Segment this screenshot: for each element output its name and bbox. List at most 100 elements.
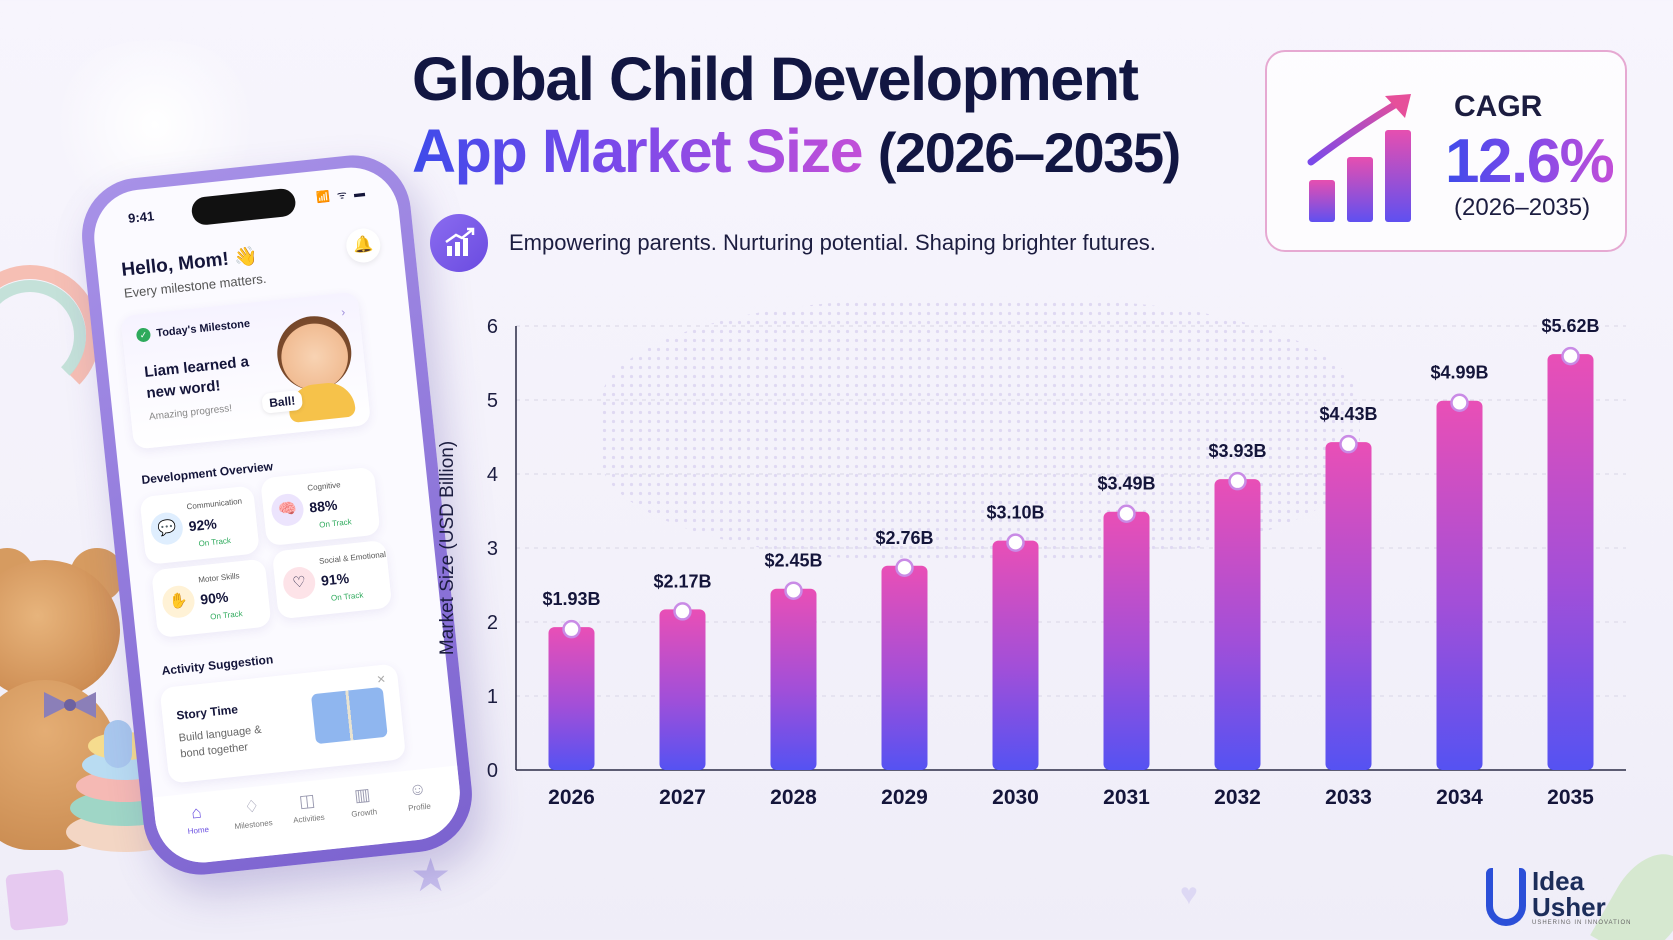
cagr-label: CAGR bbox=[1454, 90, 1543, 123]
tab-label: Growth bbox=[350, 807, 378, 819]
bar bbox=[770, 588, 817, 770]
bar-marker bbox=[562, 619, 581, 639]
x-tick-label: 2035 bbox=[1547, 786, 1594, 809]
tab-growth[interactable]: ▥ Growth bbox=[335, 783, 393, 848]
x-tick-label: 2031 bbox=[1103, 786, 1150, 809]
x-tick-label: 2032 bbox=[1214, 786, 1261, 809]
chevron-right-icon[interactable]: › bbox=[340, 304, 346, 320]
x-tick-label: 2034 bbox=[1436, 786, 1483, 809]
trend-up-icon bbox=[1307, 94, 1411, 222]
activity-title: Activity Suggestion bbox=[160, 652, 274, 678]
bar-marker bbox=[1117, 504, 1136, 523]
milestone-icon: ♢ bbox=[243, 796, 261, 817]
activity-name: Story Time bbox=[175, 702, 239, 723]
teddy-bear bbox=[0, 560, 120, 700]
check-icon: ✓ bbox=[135, 327, 152, 343]
y-tick-label: 3 bbox=[487, 538, 498, 560]
bar-marker bbox=[895, 558, 914, 578]
bar-marker bbox=[673, 602, 692, 621]
data-label: $3.49B bbox=[1097, 474, 1155, 494]
y-tick-label: 4 bbox=[487, 464, 498, 486]
development-category: Communication bbox=[186, 496, 243, 512]
bar bbox=[1436, 400, 1483, 770]
phone-screen: 9:41 📶 ᯤ ▬ Hello, Mom! 👋 Every milestone… bbox=[89, 162, 465, 868]
development-percent: 92% bbox=[187, 515, 218, 535]
tab-milestones[interactable]: ♢ Milestones bbox=[225, 795, 283, 860]
heart-decoration: ♥ bbox=[1180, 878, 1198, 911]
y-tick-label: 6 bbox=[487, 316, 498, 338]
development-category: Social & Emotional bbox=[318, 549, 387, 566]
y-tick-label: 1 bbox=[487, 686, 498, 708]
child-illustration bbox=[273, 312, 355, 394]
toy-cube bbox=[5, 869, 69, 931]
milestone-card[interactable]: ✓ Today's Milestone › Liam learned a new… bbox=[120, 291, 372, 450]
cagr-value: 12.6% bbox=[1445, 127, 1615, 196]
activity-card[interactable]: ✕ Story Time Build language & bond toget… bbox=[159, 663, 407, 784]
bow-tie-icon bbox=[44, 692, 96, 718]
star-decoration: ★ bbox=[410, 849, 452, 901]
tab-activities[interactable]: ◫ Activities bbox=[280, 789, 338, 854]
growth-icon: ▥ bbox=[353, 784, 372, 806]
development-status: On Track bbox=[318, 517, 353, 530]
book-icon bbox=[310, 686, 388, 745]
development-percent: 90% bbox=[199, 588, 230, 608]
tagline: Empowering parents. Nurturing potential.… bbox=[509, 230, 1156, 255]
logo-name-bottom: Usher bbox=[1532, 892, 1606, 922]
development-card[interactable]: ✋ Motor Skills 90% On Track bbox=[151, 558, 272, 639]
data-label: $2.17B bbox=[653, 571, 711, 591]
milestone-text: Liam learned a new word! bbox=[143, 353, 250, 402]
bar bbox=[1214, 479, 1261, 770]
bar-marker bbox=[1006, 533, 1025, 552]
data-label: $4.99B bbox=[1430, 363, 1488, 383]
title-years: (2026–2035) bbox=[877, 121, 1182, 184]
x-tick-label: 2033 bbox=[1325, 786, 1372, 809]
tab-label: Milestones bbox=[234, 818, 274, 832]
cagr-card: CAGR 12.6% (2026–2035) bbox=[1265, 50, 1627, 252]
tab-home[interactable]: ⌂ Home bbox=[170, 800, 228, 865]
bar-marker bbox=[1450, 393, 1469, 412]
development-status: On Track bbox=[209, 609, 244, 622]
hand-icon: ✋ bbox=[160, 584, 197, 620]
development-card[interactable]: 🧠 Cognitive 88% On Track bbox=[260, 466, 381, 547]
market-size-bar-chart: 0 1 2 3 4 5 6 $1.93B 2026 $2.17B 2027 $2.45B 2028 $2.… bbox=[437, 316, 1626, 809]
bar-marker bbox=[1561, 346, 1580, 366]
title-highlight: App Market Size bbox=[412, 117, 864, 185]
tab-label: Activities bbox=[292, 812, 326, 825]
development-category: Cognitive bbox=[306, 480, 342, 493]
bell-icon[interactable]: 🔔 bbox=[344, 226, 382, 265]
bar-marker bbox=[784, 581, 803, 600]
development-card[interactable]: 💬 Communication 92% On Track bbox=[139, 485, 260, 565]
bar bbox=[548, 627, 595, 770]
brand-logo: Idea Usher USHERING IN INNOVATION bbox=[1486, 868, 1631, 926]
tab-bar: ⌂ Home ♢ Milestones ◫ Activities ▥ Growth ☺ Profi… bbox=[152, 765, 465, 868]
development-percent: 88% bbox=[308, 496, 339, 516]
milestone-header-label: Today's Milestone bbox=[155, 317, 251, 340]
x-tick-label: 2030 bbox=[992, 786, 1039, 809]
bar bbox=[1325, 442, 1372, 770]
stacking-ring-top bbox=[104, 720, 132, 768]
development-category: Motor Skills bbox=[197, 571, 240, 585]
chat-icon: 💬 bbox=[149, 511, 185, 547]
status-icons: 📶 ᯤ ▬ bbox=[315, 186, 368, 205]
development-percent: 91% bbox=[320, 569, 350, 589]
title-line-1: Global Child Development bbox=[412, 45, 1139, 113]
y-axis-label: Market Size (USD Billion) bbox=[437, 441, 458, 655]
bar bbox=[659, 609, 706, 770]
home-icon: ⌂ bbox=[190, 802, 203, 823]
growth-chart-icon bbox=[430, 214, 488, 272]
milestone-subtext: Amazing progress! bbox=[148, 403, 233, 423]
data-label: $5.62B bbox=[1541, 316, 1599, 336]
y-tick-label: 2 bbox=[487, 612, 498, 634]
bar-marker bbox=[1339, 434, 1358, 454]
bar bbox=[992, 540, 1039, 770]
bar bbox=[1547, 354, 1594, 770]
logo-text-group: Idea Usher USHERING IN INNOVATION bbox=[1532, 868, 1631, 926]
close-icon[interactable]: ✕ bbox=[375, 673, 387, 687]
data-label: $2.45B bbox=[764, 551, 822, 571]
milestone-header: ✓ Today's Milestone bbox=[135, 317, 251, 343]
y-tick-label: 5 bbox=[487, 390, 498, 412]
development-card[interactable]: ♡ Social & Emotional 91% On Track bbox=[271, 539, 393, 620]
x-tick-label: 2026 bbox=[548, 786, 595, 809]
data-label: $2.76B bbox=[875, 528, 933, 548]
title-line-2: App Market Size (2026–2035) bbox=[412, 116, 1182, 186]
